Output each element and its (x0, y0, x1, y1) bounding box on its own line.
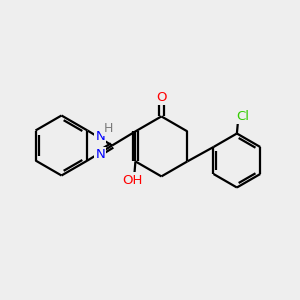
Text: Cl: Cl (236, 110, 249, 123)
Text: N: N (95, 148, 105, 161)
Text: H: H (103, 122, 113, 135)
Text: OH: OH (122, 173, 142, 187)
Text: O: O (156, 91, 167, 104)
Text: N: N (95, 130, 105, 143)
